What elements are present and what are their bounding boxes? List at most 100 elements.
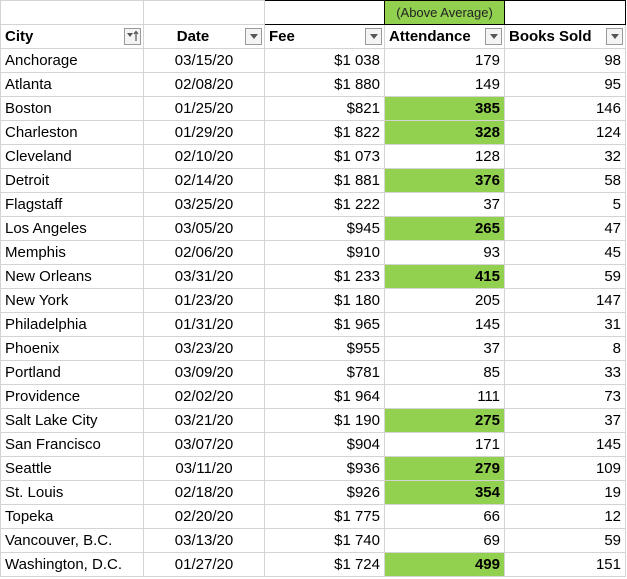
books-sold-cell[interactable]: 109 bbox=[504, 456, 626, 481]
attendance-cell[interactable]: 93 bbox=[384, 240, 505, 265]
books-sold-cell[interactable]: 5 bbox=[504, 192, 626, 217]
date-cell[interactable]: 03/05/20 bbox=[143, 216, 265, 241]
city-cell[interactable]: Memphis bbox=[0, 240, 144, 265]
books-sold-cell[interactable]: 37 bbox=[504, 408, 626, 433]
city-cell[interactable]: St. Louis bbox=[0, 480, 144, 505]
attendance-cell[interactable]: 37 bbox=[384, 192, 505, 217]
date-cell[interactable]: 03/07/20 bbox=[143, 432, 265, 457]
attendance-cell[interactable]: 499 bbox=[384, 552, 505, 577]
books-sold-cell[interactable]: 124 bbox=[504, 120, 626, 145]
date-cell[interactable]: 01/29/20 bbox=[143, 120, 265, 145]
books-sold-cell[interactable]: 59 bbox=[504, 528, 626, 553]
books-sold-cell[interactable]: 19 bbox=[504, 480, 626, 505]
attendance-cell[interactable]: 149 bbox=[384, 72, 505, 97]
dropdown-filter-icon[interactable] bbox=[365, 28, 382, 45]
books-sold-cell[interactable]: 47 bbox=[504, 216, 626, 241]
attendance-cell[interactable]: 376 bbox=[384, 168, 505, 193]
fee-cell[interactable]: $781 bbox=[264, 360, 385, 385]
fee-cell[interactable]: $1 038 bbox=[264, 48, 385, 73]
fee-cell[interactable]: $1 190 bbox=[264, 408, 385, 433]
city-cell[interactable]: Los Angeles bbox=[0, 216, 144, 241]
attendance-cell[interactable]: 128 bbox=[384, 144, 505, 169]
books-sold-cell[interactable]: 31 bbox=[504, 312, 626, 337]
dropdown-filter-icon[interactable] bbox=[485, 28, 502, 45]
attendance-cell[interactable]: 354 bbox=[384, 480, 505, 505]
date-cell[interactable]: 01/31/20 bbox=[143, 312, 265, 337]
city-cell[interactable]: Phoenix bbox=[0, 336, 144, 361]
attendance-cell[interactable]: 37 bbox=[384, 336, 505, 361]
fee-cell[interactable]: $1 775 bbox=[264, 504, 385, 529]
attendance-cell[interactable]: 145 bbox=[384, 312, 505, 337]
date-cell[interactable]: 01/25/20 bbox=[143, 96, 265, 121]
header-city[interactable]: City bbox=[0, 24, 144, 49]
books-sold-cell[interactable]: 151 bbox=[504, 552, 626, 577]
fee-cell[interactable]: $1 964 bbox=[264, 384, 385, 409]
empty-cell[interactable] bbox=[143, 0, 265, 25]
attendance-cell[interactable]: 328 bbox=[384, 120, 505, 145]
fee-cell[interactable]: $1 822 bbox=[264, 120, 385, 145]
attendance-cell[interactable]: 415 bbox=[384, 264, 505, 289]
fee-cell[interactable]: $1 880 bbox=[264, 72, 385, 97]
attendance-cell[interactable]: 179 bbox=[384, 48, 505, 73]
attendance-cell[interactable]: 69 bbox=[384, 528, 505, 553]
attendance-cell[interactable]: 111 bbox=[384, 384, 505, 409]
city-cell[interactable]: New Orleans bbox=[0, 264, 144, 289]
books-sold-cell[interactable]: 45 bbox=[504, 240, 626, 265]
fee-cell[interactable]: $1 233 bbox=[264, 264, 385, 289]
fee-cell[interactable]: $945 bbox=[264, 216, 385, 241]
fee-cell[interactable]: $955 bbox=[264, 336, 385, 361]
city-cell[interactable]: Vancouver, B.C. bbox=[0, 528, 144, 553]
attendance-cell[interactable]: 171 bbox=[384, 432, 505, 457]
date-cell[interactable]: 03/31/20 bbox=[143, 264, 265, 289]
date-cell[interactable]: 03/13/20 bbox=[143, 528, 265, 553]
city-cell[interactable]: Charleston bbox=[0, 120, 144, 145]
attendance-cell[interactable]: 66 bbox=[384, 504, 505, 529]
attendance-cell[interactable]: 385 bbox=[384, 96, 505, 121]
books-sold-cell[interactable]: 32 bbox=[504, 144, 626, 169]
empty-cell[interactable] bbox=[0, 0, 144, 25]
date-cell[interactable]: 03/11/20 bbox=[143, 456, 265, 481]
attendance-cell[interactable]: 279 bbox=[384, 456, 505, 481]
header-fee[interactable]: Fee bbox=[264, 24, 385, 49]
dropdown-filter-icon[interactable] bbox=[245, 28, 262, 45]
fee-cell[interactable]: $1 881 bbox=[264, 168, 385, 193]
date-cell[interactable]: 02/06/20 bbox=[143, 240, 265, 265]
city-cell[interactable]: Flagstaff bbox=[0, 192, 144, 217]
date-cell[interactable]: 02/10/20 bbox=[143, 144, 265, 169]
fee-cell[interactable]: $936 bbox=[264, 456, 385, 481]
date-cell[interactable]: 01/27/20 bbox=[143, 552, 265, 577]
city-cell[interactable]: Seattle bbox=[0, 456, 144, 481]
city-cell[interactable]: Washington, D.C. bbox=[0, 552, 144, 577]
books-sold-cell[interactable]: 58 bbox=[504, 168, 626, 193]
city-cell[interactable]: Detroit bbox=[0, 168, 144, 193]
books-sold-cell[interactable]: 147 bbox=[504, 288, 626, 313]
city-cell[interactable]: Cleveland bbox=[0, 144, 144, 169]
city-cell[interactable]: New York bbox=[0, 288, 144, 313]
fee-cell[interactable]: $1 724 bbox=[264, 552, 385, 577]
books-sold-cell[interactable]: 145 bbox=[504, 432, 626, 457]
books-sold-cell[interactable]: 12 bbox=[504, 504, 626, 529]
city-cell[interactable]: San Francisco bbox=[0, 432, 144, 457]
attendance-cell[interactable]: 85 bbox=[384, 360, 505, 385]
books-sold-cell[interactable]: 146 bbox=[504, 96, 626, 121]
dropdown-filter-icon[interactable] bbox=[606, 28, 623, 45]
date-cell[interactable]: 02/02/20 bbox=[143, 384, 265, 409]
city-cell[interactable]: Salt Lake City bbox=[0, 408, 144, 433]
attendance-cell[interactable]: 275 bbox=[384, 408, 505, 433]
city-cell[interactable]: Atlanta bbox=[0, 72, 144, 97]
attendance-cell[interactable]: 205 bbox=[384, 288, 505, 313]
date-cell[interactable]: 01/23/20 bbox=[143, 288, 265, 313]
fee-cell[interactable]: $1 222 bbox=[264, 192, 385, 217]
date-cell[interactable]: 03/15/20 bbox=[143, 48, 265, 73]
city-cell[interactable]: Anchorage bbox=[0, 48, 144, 73]
fee-cell[interactable]: $1 965 bbox=[264, 312, 385, 337]
empty-cell[interactable] bbox=[504, 0, 626, 25]
date-cell[interactable]: 03/21/20 bbox=[143, 408, 265, 433]
date-cell[interactable]: 02/08/20 bbox=[143, 72, 265, 97]
date-cell[interactable]: 03/23/20 bbox=[143, 336, 265, 361]
city-cell[interactable]: Providence bbox=[0, 384, 144, 409]
date-cell[interactable]: 02/20/20 bbox=[143, 504, 265, 529]
fee-cell[interactable]: $904 bbox=[264, 432, 385, 457]
fee-cell[interactable]: $926 bbox=[264, 480, 385, 505]
fee-cell[interactable]: $1 073 bbox=[264, 144, 385, 169]
